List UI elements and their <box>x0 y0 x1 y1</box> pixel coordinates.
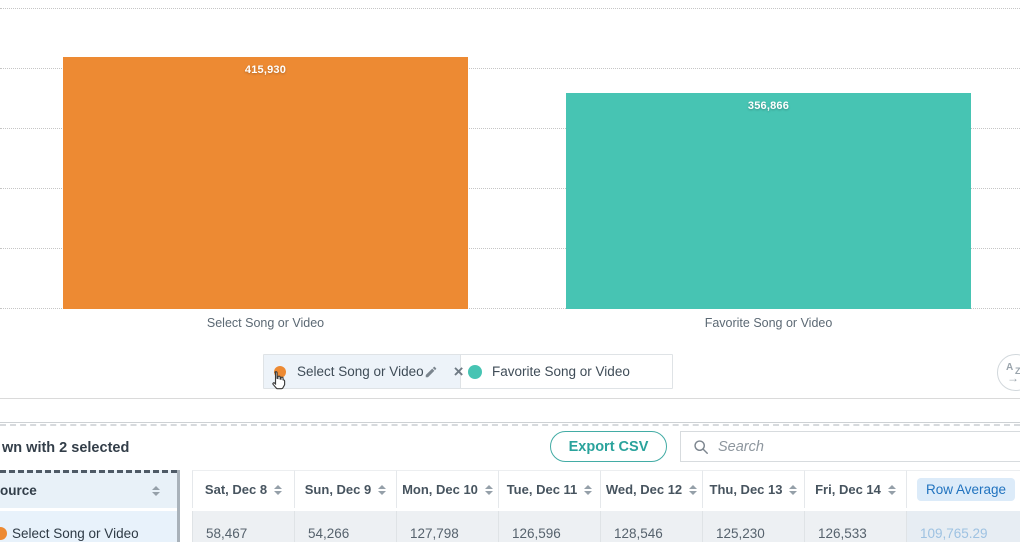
column-header-fri-dec-14[interactable]: Fri, Dec 14 <box>804 470 906 508</box>
row-color-dot <box>0 526 7 540</box>
column-header-row-average[interactable]: Row Average <box>906 470 1020 508</box>
sort-letter-z: Z <box>1015 366 1020 376</box>
column-header-thu-dec-13[interactable]: Thu, Dec 13 <box>702 470 804 508</box>
export-csv-button[interactable]: Export CSV <box>550 431 667 462</box>
gridline <box>0 308 1020 309</box>
mouse-cursor-pointer <box>272 371 286 390</box>
column-header-source[interactable]: Source <box>0 470 177 508</box>
selection-count-text: wn with 2 selected <box>2 440 130 456</box>
column-header-label: Mon, Dec 10 <box>402 482 478 497</box>
legend-item-label: Select Song or Video <box>297 364 424 379</box>
alphabetical-sort-button[interactable]: A Z → <box>997 354 1020 391</box>
table-cell: 128,546 <box>600 511 702 542</box>
column-header-label: Sat, Dec 8 <box>204 482 268 497</box>
legend-item-favorite-song-or-video[interactable]: Favorite Song or Video <box>461 355 672 388</box>
search-box[interactable] <box>680 431 1020 462</box>
pinned-column-divider[interactable] <box>177 470 180 542</box>
sort-toggle-icon[interactable] <box>274 484 283 495</box>
bar-favorite-song-or-video[interactable]: 356,866 <box>566 93 971 309</box>
table-cell-row-average: 109,765.29 <box>906 511 1020 542</box>
search-input[interactable] <box>718 438 1020 455</box>
column-header-label: Fri, Dec 14 <box>815 482 881 497</box>
column-header-label: Thu, Dec 13 <box>709 482 783 497</box>
column-header-label: Tue, Dec 11 <box>506 482 578 497</box>
legend-item-select-song-or-video[interactable]: Select Song or Video × <box>264 355 464 388</box>
column-header-tue-dec-11[interactable]: Tue, Dec 11 <box>498 470 600 508</box>
column-header-label: Sun, Dec 9 <box>304 482 372 497</box>
sort-arrow-icon: → <box>1007 371 1019 385</box>
table-card-dashed-border <box>0 424 1020 426</box>
sort-toggle-icon[interactable] <box>584 484 593 495</box>
sort-toggle-icon[interactable] <box>689 484 698 495</box>
table-cell: 126,533 <box>804 511 906 542</box>
bar-value-label: 415,930 <box>244 64 287 76</box>
column-header-sat-dec-8[interactable]: Sat, Dec 8 <box>192 470 294 508</box>
gridline <box>0 8 1020 9</box>
sort-toggle-icon[interactable] <box>887 484 896 495</box>
table-cell: 125,230 <box>702 511 804 542</box>
section-divider <box>0 398 1020 399</box>
edit-pencil-icon[interactable] <box>424 365 438 379</box>
gridline <box>0 188 1020 189</box>
legend-item-label: Favorite Song or Video <box>492 364 630 379</box>
table-cell: 127,798 <box>396 511 498 542</box>
column-header-wed-dec-12[interactable]: Wed, Dec 12 <box>600 470 702 508</box>
sort-toggle-icon[interactable] <box>378 484 387 495</box>
x-axis-label: Favorite Song or Video <box>704 316 833 330</box>
column-header-mon-dec-10[interactable]: Mon, Dec 10 <box>396 470 498 508</box>
gridline <box>0 128 1020 129</box>
bar-select-song-or-video[interactable]: 415,930 <box>63 57 468 309</box>
gridline <box>0 248 1020 249</box>
column-header-label: Row Average <box>916 478 1016 501</box>
x-axis-label: Select Song or Video <box>206 316 325 330</box>
row-label: Select Song or Video <box>12 525 139 541</box>
search-icon <box>694 439 708 454</box>
table-card-top-border <box>0 422 1020 423</box>
table-cell: 126,596 <box>498 511 600 542</box>
table-cell: 54,266 <box>294 511 396 542</box>
legend-color-dot <box>468 364 482 379</box>
column-header-label: Wed, Dec 12 <box>605 482 683 497</box>
sort-toggle-icon[interactable] <box>789 484 798 495</box>
sort-letter-a: A <box>1006 362 1014 373</box>
column-header-sun-dec-9[interactable]: Sun, Dec 9 <box>294 470 396 508</box>
sort-toggle-icon[interactable] <box>152 485 160 496</box>
column-header-label: Source <box>0 483 37 498</box>
table-row-label-select-song-or-video[interactable]: Select Song or Video <box>0 511 177 542</box>
bar-value-label: 356,866 <box>747 100 790 112</box>
gridline <box>0 68 1020 69</box>
remove-x-icon[interactable]: × <box>453 362 464 381</box>
sort-toggle-icon[interactable] <box>484 484 493 495</box>
table-cell: 58,467 <box>192 511 294 542</box>
chart-legend: Select Song or Video × Favorite Song or … <box>263 354 673 389</box>
